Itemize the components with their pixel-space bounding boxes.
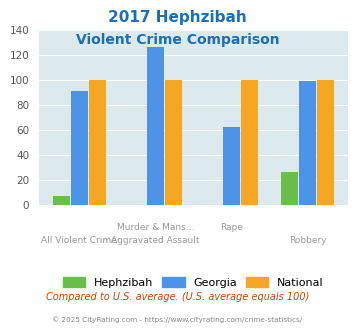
Text: Aggravated Assault: Aggravated Assault (111, 236, 200, 245)
Bar (317, 80, 334, 205)
Bar (147, 47, 164, 205)
Bar (53, 196, 70, 205)
Text: Compared to U.S. average. (U.S. average equals 100): Compared to U.S. average. (U.S. average … (46, 292, 309, 302)
Legend: Hephzibah, Georgia, National: Hephzibah, Georgia, National (63, 277, 324, 288)
Text: Murder & Mans...: Murder & Mans... (117, 223, 194, 232)
Bar (299, 81, 316, 205)
Text: All Violent Crime: All Violent Crime (42, 236, 117, 245)
Bar (223, 127, 240, 205)
Text: 2017 Hephzibah: 2017 Hephzibah (108, 10, 247, 25)
Bar (165, 80, 182, 205)
Text: Rape: Rape (220, 223, 243, 232)
Bar (71, 91, 88, 205)
Bar (282, 172, 298, 205)
Text: Robbery: Robbery (289, 236, 327, 245)
Text: Violent Crime Comparison: Violent Crime Comparison (76, 33, 279, 47)
Text: © 2025 CityRating.com - https://www.cityrating.com/crime-statistics/: © 2025 CityRating.com - https://www.city… (53, 317, 302, 323)
Bar (241, 80, 258, 205)
Bar (89, 80, 105, 205)
